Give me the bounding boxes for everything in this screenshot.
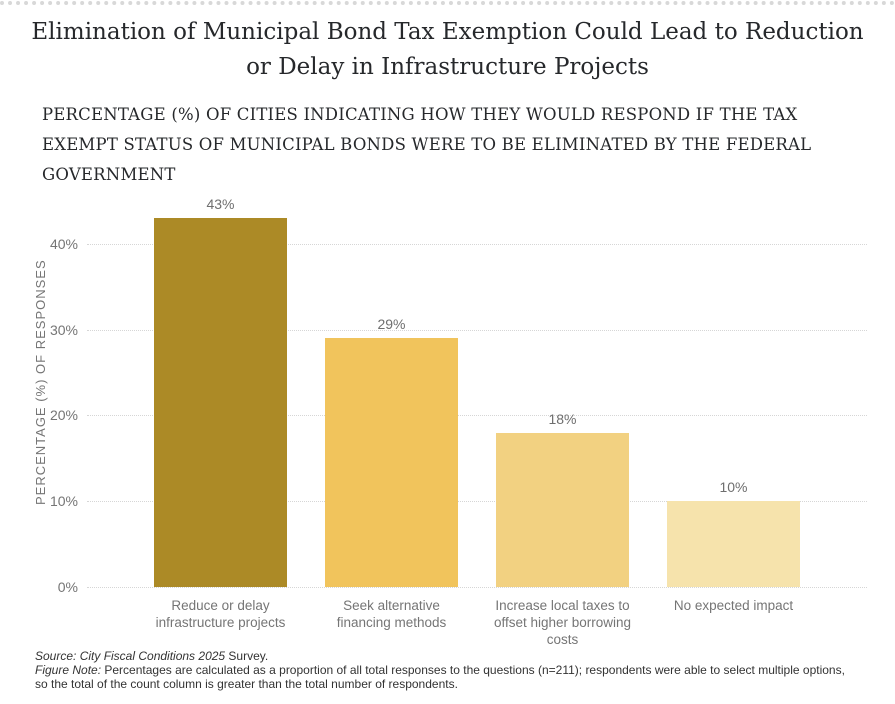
gridline-0: [87, 587, 867, 588]
top-dotted-divider: [0, 1, 895, 5]
bar-value-label-2: 18%: [548, 410, 577, 427]
bar-value-label-0: 43%: [206, 196, 235, 213]
bar-3: [667, 501, 800, 587]
category-label-1: Seek alternative financing methods: [336, 598, 447, 630]
figure-note-regular: Percentages are calculated as a proporti…: [35, 663, 845, 691]
bar-value-label-3: 10%: [719, 479, 748, 496]
y-tick-label-40: 40%: [49, 235, 78, 252]
source-note-italic: Source: City Fiscal Conditions 2025: [35, 649, 226, 663]
figure-note: Figure Note: Percentages are calculated …: [35, 663, 857, 691]
y-tick-label-0: 0%: [57, 579, 78, 595]
footnotes: Source: City Fiscal Conditions 2025 Surv…: [35, 649, 857, 691]
gridline-30: [87, 329, 867, 331]
category-label-0: Reduce or delay infrastructure projects: [155, 598, 286, 630]
bar-value-label-1: 29%: [377, 316, 406, 333]
source-note-regular: Survey.: [225, 649, 269, 663]
gridline-20: [87, 415, 867, 417]
y-tick-label-20: 20%: [49, 407, 78, 424]
gridline-10: [87, 501, 867, 503]
bar-chart: PERCENTAGE (%) OF RESPONSES 0% 10% 20% 30% 4…: [0, 185, 895, 647]
y-tick-label-10: 10%: [49, 493, 78, 510]
category-label-2: Increase local taxes to offset higher bo…: [493, 598, 632, 647]
source-note: Source: City Fiscal Conditions 2025 Surv…: [35, 649, 857, 663]
bar-1: [325, 338, 458, 587]
bar-2: [496, 432, 629, 587]
gridline-40: [87, 243, 867, 245]
chart-subtitle: PERCENTAGE (%) OF CITIES INDICATING HOW …: [42, 105, 812, 184]
chart-title: Elimination of Municipal Bond Tax Exempt…: [31, 19, 864, 80]
y-tick-label-30: 30%: [49, 321, 78, 338]
bar-0: [154, 218, 287, 587]
figure-note-italic: Figure Note:: [35, 663, 102, 677]
plot-area: 0% 10% 20% 30% 40% 43% Reduce or delay infrast…: [0, 185, 895, 647]
category-label-3: No expected impact: [673, 598, 794, 613]
